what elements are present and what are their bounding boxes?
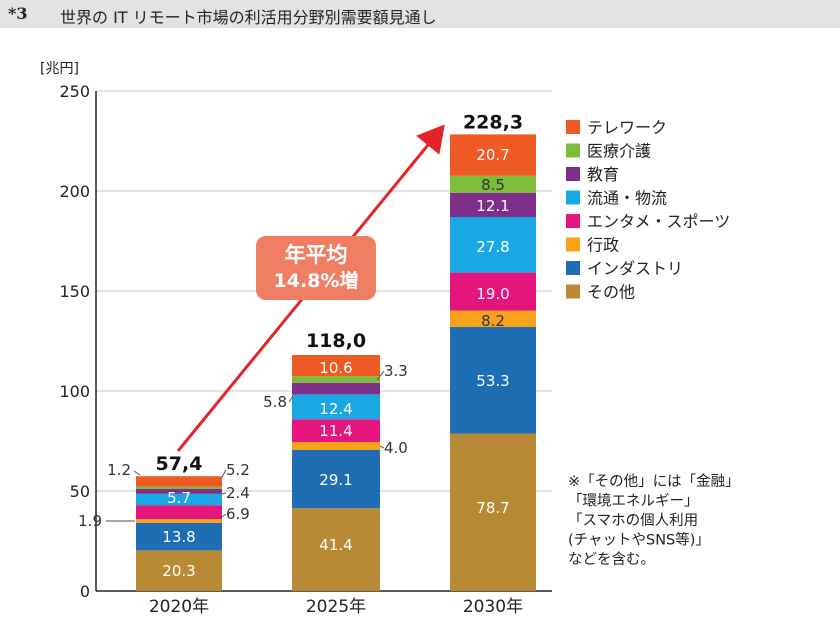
- growth-callout-line1: 年平均: [285, 243, 348, 267]
- bar-total-label: 57,4: [156, 453, 203, 475]
- legend-label: インダストリ: [587, 259, 683, 278]
- y-tick-label: 50: [70, 482, 90, 501]
- bar-segment: [136, 476, 222, 487]
- segment-value-label: 78.7: [476, 499, 509, 517]
- segment-value-label: 12.4: [319, 400, 352, 418]
- legend-label: エンタメ・スポーツ: [587, 212, 730, 231]
- segment-value-label: 11.4: [319, 422, 352, 440]
- figure-number: *3: [8, 4, 28, 23]
- bar-segment: [136, 489, 222, 494]
- bar-segment: [292, 419, 380, 442]
- segment-value-label: 5.2: [226, 461, 250, 479]
- footnote-line: 「スマホの個人利用: [568, 512, 698, 529]
- footnote-line: (チャットやSNS等)」: [568, 531, 710, 549]
- legend-swatch: [566, 237, 580, 252]
- bar-segment: [450, 134, 536, 176]
- y-tick-label: 100: [59, 382, 90, 401]
- legend-label: その他: [587, 283, 635, 302]
- growth-callout-line2: 14.8%増: [274, 269, 359, 292]
- segment-value-label: 41.4: [319, 536, 352, 554]
- segment-value-label: 10.6: [319, 359, 352, 377]
- legend-swatch: [566, 143, 580, 158]
- growth-callout-box: [256, 236, 376, 300]
- segment-value-label: 1.9: [78, 512, 102, 530]
- bar-total-label: 118,0: [306, 330, 366, 352]
- bar-segment: [136, 550, 222, 591]
- bar-segment: [450, 217, 536, 273]
- bar-segment: [450, 433, 536, 591]
- y-tick-label: 150: [59, 282, 90, 301]
- bar-segment: [136, 486, 222, 489]
- y-tick-label: 0: [80, 582, 90, 601]
- bar-segment: [136, 493, 222, 506]
- legend-label: 行政: [587, 236, 619, 255]
- segment-value-label: 53.3: [476, 372, 509, 390]
- leader-line: [288, 395, 294, 403]
- x-tick-label: 2030年: [463, 597, 523, 617]
- legend-label: テレワーク: [587, 118, 667, 137]
- bar-total-label: 228,3: [463, 111, 523, 133]
- legend-swatch: [566, 167, 580, 181]
- bar-segment: [450, 310, 536, 327]
- segment-value-label: 20.3: [162, 562, 195, 580]
- y-unit-label: [兆円]: [40, 61, 79, 77]
- legend-swatch: [566, 261, 580, 275]
- segment-value-label: 27.8: [476, 238, 509, 256]
- bar-segment: [292, 394, 380, 420]
- segment-value-label: 5.8: [263, 393, 287, 411]
- x-tick-label: 2020年: [149, 597, 209, 617]
- y-tick-label: 250: [59, 82, 90, 101]
- bar-segment: [136, 522, 222, 551]
- legend-swatch: [566, 120, 580, 134]
- bar-segment: [450, 192, 536, 217]
- segment-value-label: 8.5: [481, 176, 505, 194]
- figure-header: *3 世界の IT リモート市場の利活用分野別需要額見通し: [0, 0, 840, 28]
- legend-label: 医療介護: [587, 142, 651, 161]
- legend-swatch: [566, 214, 580, 228]
- segment-value-label: 4.0: [384, 439, 408, 457]
- leader-line: [376, 370, 385, 381]
- segment-value-label: 1.2: [107, 461, 131, 479]
- bar-segment: [136, 519, 222, 523]
- segment-value-label: 2.4: [226, 484, 250, 502]
- bar-segment: [292, 376, 380, 383]
- leader-line: [221, 469, 227, 478]
- segment-value-label: 5.7: [167, 489, 191, 507]
- segment-value-label: 13.8: [162, 528, 195, 546]
- footnote-line: ※「その他」には「金融」: [568, 473, 740, 490]
- footnote-line: などを含む。: [568, 551, 655, 568]
- leader-line: [221, 513, 227, 518]
- leader-line: [221, 492, 227, 495]
- bar-segment: [450, 175, 536, 193]
- bar-segment: [450, 327, 536, 434]
- bar-segment: [292, 442, 380, 450]
- figure-title: 世界の IT リモート市場の利活用分野別需要額見通し: [60, 8, 437, 27]
- bar-segment: [292, 508, 380, 591]
- segment-value-label: 8.2: [481, 312, 505, 330]
- footnote-line: 「環境エネルギー」: [568, 492, 699, 510]
- bar-segment: [292, 382, 380, 395]
- segment-value-label: 6.9: [226, 505, 250, 523]
- bar-segment: [136, 505, 222, 519]
- y-tick-label: 200: [59, 182, 90, 201]
- bar-segment: [292, 355, 380, 377]
- legend-swatch: [566, 284, 580, 299]
- segment-value-label: 29.1: [319, 471, 352, 489]
- leader-line: [133, 470, 141, 476]
- bar-segment: [292, 450, 380, 509]
- bar-segment: [450, 272, 536, 311]
- leader-line: [379, 445, 385, 449]
- segment-value-label: 3.3: [384, 362, 408, 380]
- legend-label: 教育: [587, 165, 619, 184]
- segment-value-label: 12.1: [476, 197, 509, 215]
- segment-value-label: 19.0: [476, 285, 509, 303]
- legend-label: 流通・物流: [587, 189, 667, 208]
- legend-swatch: [566, 190, 580, 205]
- segment-value-label: 20.7: [476, 146, 509, 164]
- x-tick-label: 2025年: [306, 597, 366, 617]
